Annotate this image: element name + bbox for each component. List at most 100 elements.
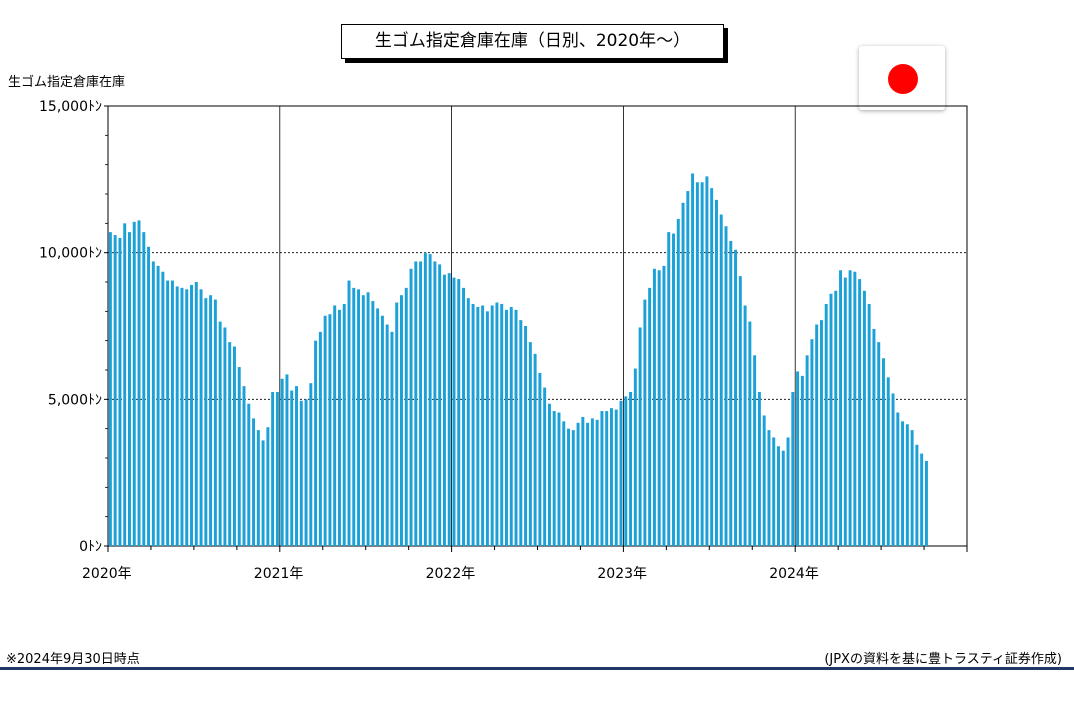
bar xyxy=(108,232,112,546)
bar xyxy=(791,392,795,546)
bar xyxy=(366,292,370,546)
bar xyxy=(901,421,905,546)
bar xyxy=(619,400,623,546)
bar xyxy=(113,235,117,547)
bar xyxy=(247,403,251,546)
bar xyxy=(242,386,246,546)
bar xyxy=(194,282,198,546)
bar xyxy=(920,453,924,546)
bar xyxy=(719,214,723,547)
bar xyxy=(834,290,838,546)
bar xyxy=(237,367,241,546)
japan-flag-icon xyxy=(888,64,918,94)
bar xyxy=(285,374,289,546)
bar xyxy=(342,304,346,546)
bar xyxy=(256,430,260,546)
footer-rule xyxy=(0,667,1074,670)
bar xyxy=(500,304,504,546)
bar xyxy=(519,320,523,546)
bar xyxy=(605,411,609,546)
bar xyxy=(667,232,671,546)
bar xyxy=(490,305,494,546)
bar xyxy=(261,440,265,546)
bar xyxy=(438,264,442,546)
bar xyxy=(428,254,432,546)
bar xyxy=(743,305,747,546)
bar xyxy=(328,314,332,546)
bar xyxy=(376,308,380,546)
bar xyxy=(595,419,599,546)
bar xyxy=(199,289,203,546)
bar xyxy=(180,287,184,546)
bar xyxy=(896,412,900,546)
bar xyxy=(905,424,909,546)
bar xyxy=(142,232,146,546)
bar xyxy=(600,411,604,546)
chart-title: 生ゴム指定倉庫在庫（日別、2020年～） xyxy=(341,24,724,59)
bar xyxy=(538,372,542,546)
bar xyxy=(495,302,499,546)
bar xyxy=(514,309,518,546)
bar xyxy=(204,298,208,546)
bar xyxy=(633,368,637,546)
bar xyxy=(380,315,384,546)
bar xyxy=(299,400,303,546)
bar xyxy=(395,302,399,546)
bar xyxy=(161,271,165,546)
bar xyxy=(390,331,394,546)
bar xyxy=(543,387,547,546)
bar xyxy=(280,378,284,546)
bar xyxy=(170,280,174,546)
bar xyxy=(824,304,828,546)
bar xyxy=(839,270,843,546)
bar xyxy=(753,355,757,546)
bar xyxy=(442,274,446,546)
bar xyxy=(252,418,256,546)
bar xyxy=(767,430,771,546)
bar xyxy=(314,340,318,546)
bar xyxy=(409,268,413,546)
bar xyxy=(686,191,690,547)
x-tick-label: 2023年 xyxy=(597,566,647,582)
bar xyxy=(867,304,871,546)
bar xyxy=(915,444,919,546)
x-tick-label: 2022年 xyxy=(426,566,476,582)
x-tick-label: 2024年 xyxy=(769,566,819,582)
y-tick-label: 10,000ﾄﾝ xyxy=(39,246,102,262)
bar xyxy=(652,268,656,546)
bar xyxy=(843,277,847,546)
bar xyxy=(891,393,895,546)
bar xyxy=(524,326,528,546)
bar xyxy=(304,399,308,546)
bar xyxy=(796,371,800,546)
bar xyxy=(466,298,470,546)
bar xyxy=(505,309,508,546)
bar xyxy=(471,304,475,546)
bar xyxy=(400,295,403,546)
bar xyxy=(614,409,618,546)
bar xyxy=(676,218,680,546)
bar xyxy=(910,430,914,546)
bar xyxy=(609,408,613,546)
bar xyxy=(228,342,232,546)
bar xyxy=(218,321,222,546)
bar xyxy=(557,412,561,546)
bar xyxy=(714,199,718,546)
bar xyxy=(738,276,742,546)
bar xyxy=(700,182,704,546)
bar xyxy=(552,411,556,546)
bar xyxy=(862,290,866,546)
bar xyxy=(185,289,189,546)
bar xyxy=(638,327,642,546)
y-tick-label: 15,000ﾄﾝ xyxy=(39,99,102,115)
bar xyxy=(156,265,160,546)
bar xyxy=(571,430,575,546)
bar xyxy=(872,328,876,546)
y-axis-label: 生ゴム指定倉庫在庫 xyxy=(8,75,126,90)
bar xyxy=(762,415,766,546)
bar xyxy=(481,305,485,546)
bar xyxy=(786,437,790,546)
bar xyxy=(576,422,580,546)
bar xyxy=(175,286,179,546)
bar xyxy=(447,273,451,546)
